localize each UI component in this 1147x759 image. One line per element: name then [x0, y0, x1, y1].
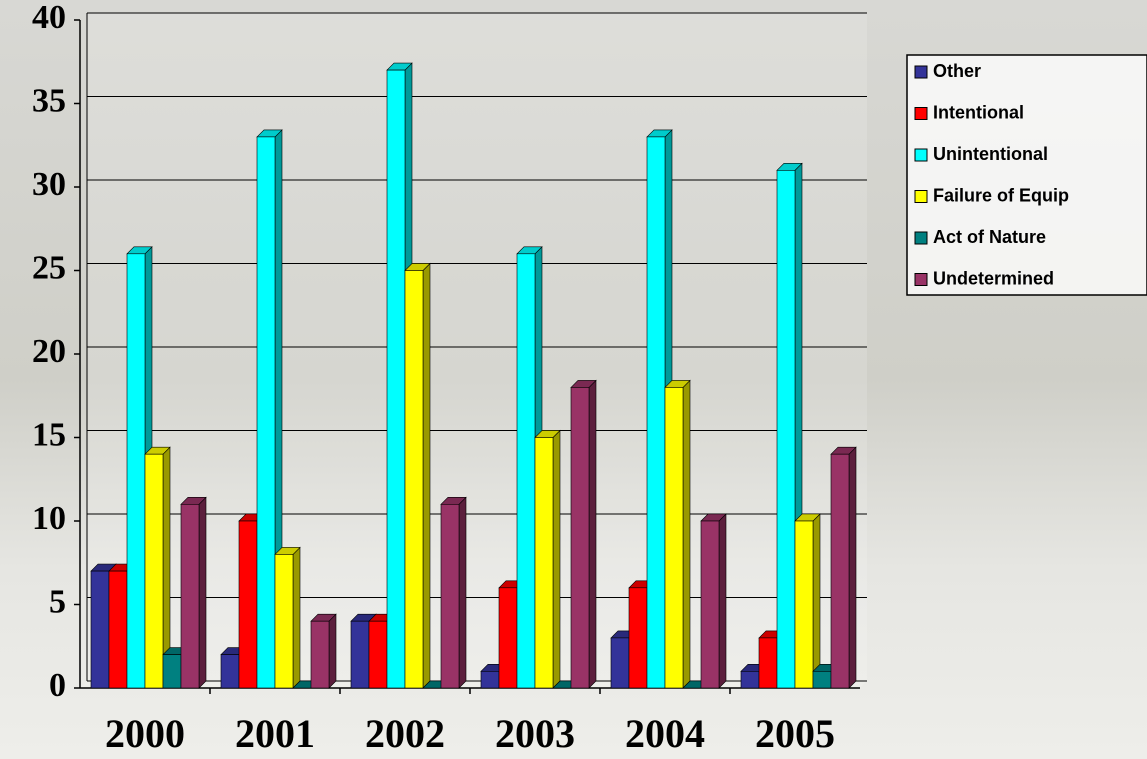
bar [701, 521, 719, 688]
legend-label: Failure of Equip [933, 185, 1069, 205]
bar [163, 655, 181, 688]
legend-swatch [915, 274, 927, 286]
bar [517, 254, 535, 688]
bar [759, 638, 777, 688]
y-tick-label: 15 [32, 416, 66, 453]
y-tick-label: 40 [32, 0, 66, 36]
legend-swatch [915, 66, 927, 78]
bar [91, 571, 109, 688]
bar [311, 621, 329, 688]
bar [181, 504, 199, 688]
bar-side [849, 447, 856, 688]
y-tick-label: 25 [32, 249, 66, 286]
bar-side [589, 380, 596, 688]
y-tick-label: 5 [49, 583, 66, 620]
bar-side [459, 497, 466, 688]
bar [741, 671, 759, 688]
bar-side [423, 264, 430, 689]
y-tick-label: 10 [32, 500, 66, 537]
x-tick-label: 2004 [625, 711, 705, 756]
bar [499, 588, 517, 688]
bar [127, 254, 145, 688]
bar [257, 137, 275, 688]
y-tick-label: 20 [32, 333, 66, 370]
y-tick-label: 30 [32, 166, 66, 203]
bar-side [199, 497, 206, 688]
bar [535, 438, 553, 689]
bar [405, 271, 423, 689]
bar [221, 655, 239, 688]
bar [351, 621, 369, 688]
legend-label: Unintentional [933, 144, 1048, 164]
bar [665, 387, 683, 688]
bar [239, 521, 257, 688]
bar [629, 588, 647, 688]
bar [571, 387, 589, 688]
bar [109, 571, 127, 688]
legend-box [907, 55, 1147, 295]
bar [369, 621, 387, 688]
bar [777, 170, 795, 688]
bar [647, 137, 665, 688]
legend-label: Intentional [933, 102, 1024, 122]
legend-label: Act of Nature [933, 227, 1046, 247]
bar [387, 70, 405, 688]
bar-side [329, 614, 336, 688]
bar [795, 521, 813, 688]
legend-swatch [915, 108, 927, 120]
bar-side [813, 514, 820, 688]
legend-swatch [915, 191, 927, 203]
y-tick-label: 35 [32, 82, 66, 119]
bar [441, 504, 459, 688]
bar [275, 554, 293, 688]
x-tick-label: 2003 [495, 711, 575, 756]
bar-side [683, 380, 690, 688]
bar-side [719, 514, 726, 688]
x-tick-label: 2002 [365, 711, 445, 756]
legend-label: Other [933, 61, 981, 81]
bar-side [293, 547, 300, 688]
x-tick-label: 2005 [755, 711, 835, 756]
bar [145, 454, 163, 688]
x-tick-label: 2001 [235, 711, 315, 756]
y-tick-label: 0 [49, 667, 66, 704]
bar [611, 638, 629, 688]
bar [481, 671, 499, 688]
legend-label: Undetermined [933, 268, 1054, 288]
x-tick-label: 2000 [105, 711, 185, 756]
bar [813, 671, 831, 688]
legend-swatch [915, 232, 927, 244]
bar [831, 454, 849, 688]
bar-side [553, 431, 560, 689]
chart: 0 5 10 15 20 25 30 35 40 2000 2001 2002 2003 2004 2005… [0, 0, 1147, 759]
legend-swatch [915, 149, 927, 161]
